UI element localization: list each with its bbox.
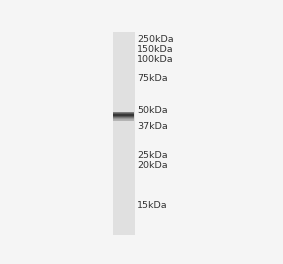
Bar xyxy=(113,115,134,116)
Bar xyxy=(113,116,134,117)
Bar xyxy=(113,120,134,121)
Text: 50kDa: 50kDa xyxy=(137,106,168,115)
Bar xyxy=(113,117,134,118)
Bar xyxy=(113,119,134,120)
Text: 75kDa: 75kDa xyxy=(137,74,168,83)
Bar xyxy=(113,116,134,117)
Bar xyxy=(113,114,134,115)
Bar xyxy=(113,119,134,120)
Text: 25kDa: 25kDa xyxy=(137,151,168,160)
Text: 100kDa: 100kDa xyxy=(137,55,174,64)
Bar xyxy=(113,112,134,113)
Bar xyxy=(113,117,134,118)
Bar xyxy=(113,113,134,114)
Text: 15kDa: 15kDa xyxy=(137,201,168,210)
Text: 150kDa: 150kDa xyxy=(137,45,174,54)
Bar xyxy=(113,118,134,119)
Text: 37kDa: 37kDa xyxy=(137,122,168,131)
Bar xyxy=(113,113,134,114)
Bar xyxy=(113,32,135,235)
Text: 250kDa: 250kDa xyxy=(137,35,174,44)
Text: 20kDa: 20kDa xyxy=(137,161,168,170)
